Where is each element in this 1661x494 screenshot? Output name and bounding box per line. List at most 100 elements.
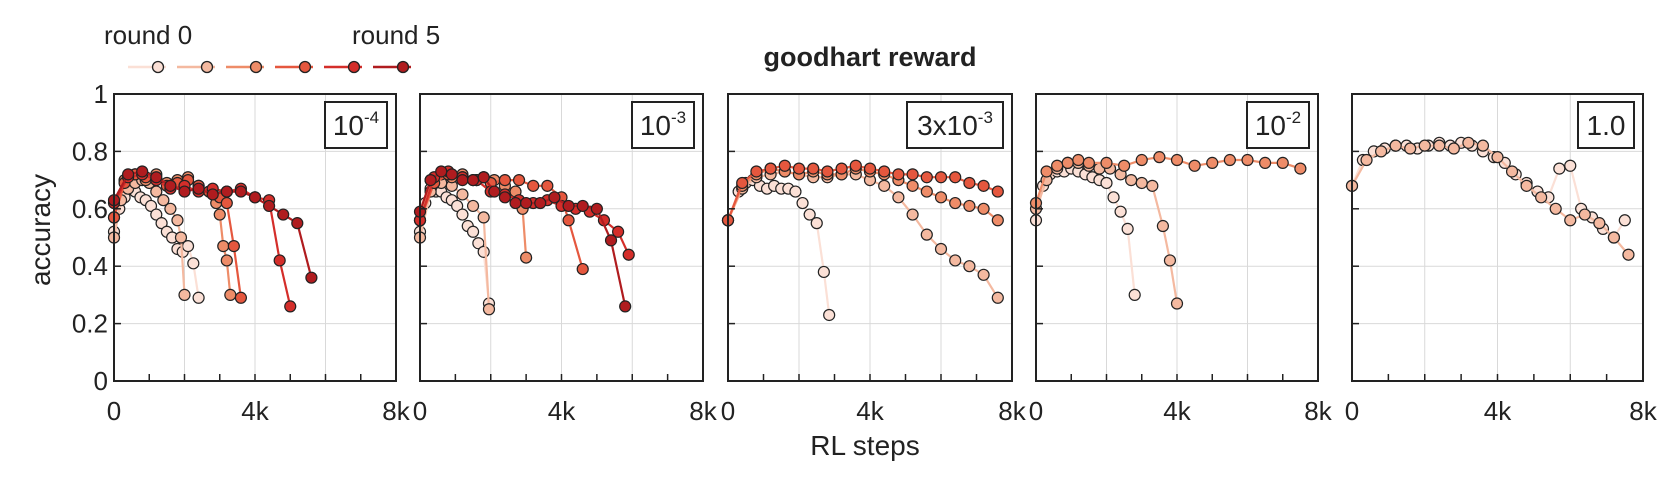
data-point xyxy=(949,171,962,184)
panel-tag-box xyxy=(324,101,388,149)
y-tick-label: 1 xyxy=(94,79,108,109)
panel-tag-base: 1.0 xyxy=(1587,110,1626,141)
data-point xyxy=(178,288,191,301)
data-point xyxy=(206,188,219,201)
data-point xyxy=(456,188,469,201)
data-point xyxy=(1564,159,1577,172)
data-point xyxy=(789,185,802,198)
data-point xyxy=(1107,191,1120,204)
data-point xyxy=(1276,156,1289,169)
x-tick-label: 4k xyxy=(548,396,576,426)
data-point xyxy=(963,260,976,273)
x-tick-label: 0 xyxy=(413,396,427,426)
data-point xyxy=(488,185,501,198)
panel-tag-base: 10 xyxy=(640,110,671,141)
data-point xyxy=(284,300,297,313)
data-point xyxy=(590,202,603,215)
data-point xyxy=(977,268,990,281)
data-point xyxy=(541,179,554,192)
data-point xyxy=(534,196,547,210)
data-point xyxy=(963,176,976,190)
x-tick-label: 8k xyxy=(998,396,1026,426)
data-point xyxy=(1618,214,1631,227)
data-point xyxy=(164,179,177,192)
x-tick-label: 0 xyxy=(1345,396,1359,426)
data-point xyxy=(1135,176,1148,190)
data-point xyxy=(1553,162,1566,175)
data-point xyxy=(892,191,905,204)
data-point xyxy=(817,265,830,279)
series-line-round-0 xyxy=(726,178,831,316)
x-tick-label: 0 xyxy=(107,396,121,426)
data-point xyxy=(1100,156,1113,169)
data-point xyxy=(1374,145,1388,158)
data-point xyxy=(157,194,170,207)
data-point xyxy=(234,291,247,304)
data-point xyxy=(736,176,749,190)
data-point xyxy=(273,254,286,267)
data-point xyxy=(963,199,976,213)
data-point xyxy=(520,251,533,264)
panel-tag-label: 1.0 xyxy=(1587,110,1626,141)
data-point xyxy=(823,308,836,322)
data-point xyxy=(1114,205,1127,218)
data-point xyxy=(1549,202,1562,215)
data-point xyxy=(562,214,575,227)
data-point xyxy=(466,174,480,187)
legend: round 0 round 5 xyxy=(104,20,440,74)
data-point xyxy=(263,199,276,213)
data-point xyxy=(906,179,919,192)
data-point xyxy=(174,231,188,244)
data-point xyxy=(187,257,200,270)
data-point xyxy=(796,196,809,210)
data-point xyxy=(498,174,511,187)
data-point xyxy=(920,228,933,241)
panel-tag-base: 10 xyxy=(1255,110,1286,141)
data-point xyxy=(520,196,533,210)
data-point xyxy=(1072,153,1085,167)
data-point xyxy=(466,225,480,238)
data-point xyxy=(1040,165,1053,178)
data-point xyxy=(1433,139,1446,152)
panel-tag-label: 10-4 xyxy=(333,108,379,141)
data-point xyxy=(619,300,632,313)
data-point xyxy=(164,202,177,215)
panel-tag-exponent: -3 xyxy=(671,108,686,127)
data-point xyxy=(136,165,149,178)
data-point xyxy=(1125,174,1138,187)
data-point xyxy=(445,168,458,181)
data-point xyxy=(451,199,464,213)
panel-tag-exponent: -4 xyxy=(364,108,379,127)
legend-marker-round-4 xyxy=(347,60,361,74)
x-tick-label: 8k xyxy=(689,396,717,426)
data-point xyxy=(150,208,163,221)
data-point xyxy=(435,165,448,178)
data-point xyxy=(1294,162,1307,175)
data-point xyxy=(1146,179,1159,192)
panel-tag-exponent: -3 xyxy=(978,108,993,127)
data-point xyxy=(227,240,240,253)
data-point xyxy=(248,191,262,204)
data-point xyxy=(949,254,962,267)
data-point xyxy=(1535,191,1548,204)
data-point xyxy=(466,199,480,213)
series-line-round-0 xyxy=(1034,167,1136,296)
data-point xyxy=(906,168,919,181)
data-point xyxy=(512,174,526,187)
data-point xyxy=(562,199,575,213)
panel-tag-base: 3x10 xyxy=(917,110,978,141)
panel-tag-base: 10 xyxy=(333,110,364,141)
data-point xyxy=(750,165,763,178)
data-point xyxy=(1082,156,1095,169)
data-point xyxy=(171,214,184,227)
data-point xyxy=(1170,153,1184,167)
x-tick-label: 0 xyxy=(721,396,735,426)
data-point xyxy=(509,196,522,210)
x-tick-label: 0 xyxy=(1029,396,1043,426)
data-point xyxy=(934,242,948,256)
y-tick-label: 0 xyxy=(94,366,108,396)
x-tick-label: 8k xyxy=(1304,396,1332,426)
data-point xyxy=(178,185,191,198)
y-axis-label: accuracy xyxy=(25,174,56,286)
